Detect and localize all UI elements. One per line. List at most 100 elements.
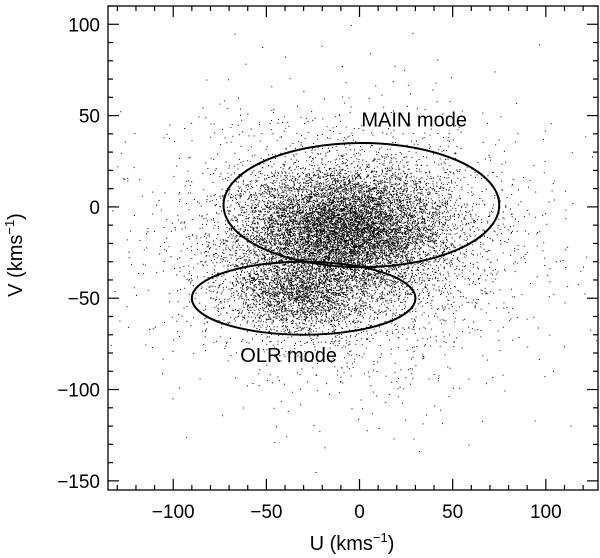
data-point (330, 253, 332, 255)
data-point (319, 205, 321, 207)
data-point (368, 223, 370, 225)
data-point (315, 245, 317, 247)
data-point (367, 251, 369, 252)
data-point (273, 197, 275, 199)
data-point (240, 228, 242, 229)
data-point (337, 197, 339, 199)
data-point (276, 208, 278, 210)
data-point (317, 235, 319, 237)
data-point (428, 220, 430, 222)
data-point (265, 205, 267, 207)
data-point (370, 256, 371, 258)
data-point (358, 205, 359, 207)
data-point (272, 250, 274, 251)
data-point (389, 218, 391, 220)
data-point (272, 230, 274, 232)
data-point (356, 293, 358, 295)
data-point (307, 268, 309, 270)
data-point (400, 247, 402, 249)
data-point (426, 199, 428, 201)
data-point (253, 278, 255, 280)
data-point (279, 215, 281, 216)
data-point (409, 223, 411, 225)
data-point (348, 176, 349, 178)
data-point (268, 222, 270, 224)
data-point (322, 206, 324, 208)
data-point (343, 191, 345, 193)
data-point (211, 200, 213, 202)
data-point (407, 220, 408, 222)
data-point (368, 197, 370, 199)
data-point (328, 279, 330, 281)
data-point (251, 205, 253, 207)
data-point (393, 228, 394, 230)
data-point (405, 214, 407, 216)
data-point (391, 216, 393, 218)
data-point (339, 192, 341, 194)
data-point (281, 269, 283, 270)
data-point (340, 257, 342, 259)
data-point (350, 225, 352, 227)
data-point (264, 230, 266, 232)
data-point (279, 209, 281, 211)
data-point (295, 204, 297, 206)
data-point (337, 174, 339, 176)
data-point (340, 199, 342, 201)
data-point (294, 195, 296, 197)
data-point (401, 248, 403, 249)
data-point (363, 151, 365, 153)
data-point (365, 255, 367, 257)
data-point (431, 207, 433, 209)
data-point (370, 221, 372, 223)
data-point (275, 212, 277, 214)
data-point (315, 256, 317, 258)
data-point (447, 246, 449, 248)
data-point (418, 217, 420, 219)
data-point (403, 204, 405, 206)
data-point (390, 203, 392, 205)
data-point (384, 252, 385, 253)
data-point (369, 258, 371, 260)
data-point (501, 232, 503, 234)
data-point (361, 193, 363, 195)
data-point (377, 237, 379, 238)
data-point (347, 167, 349, 169)
data-point (360, 227, 361, 229)
data-point (341, 279, 343, 281)
data-point (371, 247, 373, 249)
data-point (349, 180, 351, 182)
data-point (305, 196, 306, 198)
data-point (284, 243, 286, 245)
data-point (394, 256, 396, 258)
data-point (443, 274, 445, 276)
data-point (358, 238, 360, 239)
data-point (249, 238, 251, 240)
data-point (277, 175, 279, 177)
data-point (321, 233, 323, 235)
data-point (372, 234, 374, 236)
data-point (307, 286, 309, 288)
data-point (438, 290, 440, 292)
data-point (313, 249, 315, 251)
data-point (399, 214, 401, 215)
data-point (403, 221, 405, 223)
data-point (449, 165, 451, 167)
data-point (282, 208, 284, 210)
data-point (360, 228, 362, 230)
data-point (385, 189, 387, 191)
data-point (285, 248, 286, 250)
data-point (388, 217, 390, 219)
data-point (367, 200, 369, 201)
data-point (383, 216, 385, 218)
data-point (379, 210, 381, 212)
data-point (262, 216, 264, 218)
data-point (467, 204, 469, 206)
data-point (310, 178, 312, 180)
data-point (273, 223, 275, 225)
data-point (434, 189, 436, 191)
data-point (220, 300, 222, 302)
data-point (339, 214, 340, 216)
data-point (329, 207, 331, 209)
data-point (326, 210, 328, 212)
data-point (260, 276, 262, 278)
